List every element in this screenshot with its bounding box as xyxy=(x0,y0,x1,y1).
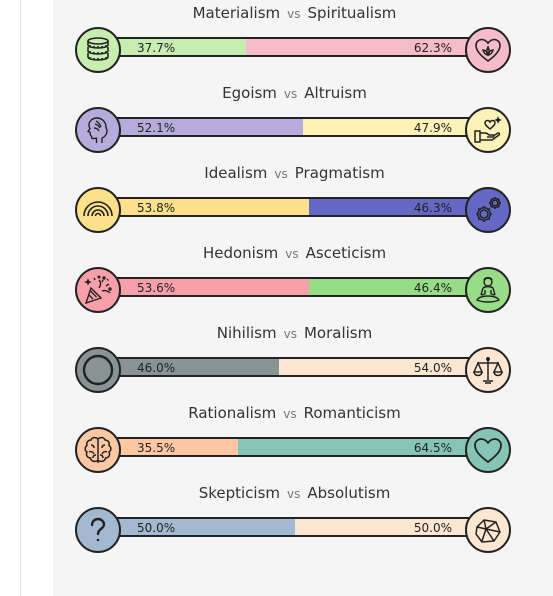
axis-title: Materialism vs Spiritualism xyxy=(53,4,536,22)
left-label: Nihilism xyxy=(216,324,277,342)
right-fill xyxy=(309,199,490,215)
helping-hand-icon xyxy=(465,107,511,153)
left-percent: 53.8% xyxy=(137,201,176,215)
right-fill xyxy=(302,119,490,135)
left-percent: 52.1% xyxy=(137,121,176,135)
balance-scale-icon xyxy=(465,347,511,393)
axis-title: Nihilism vs Moralism xyxy=(53,324,536,342)
left-fill xyxy=(99,39,247,55)
rainbow-icon xyxy=(75,187,121,233)
axis-title: Skepticism vs Absolutism xyxy=(53,484,536,502)
head-profile-icon xyxy=(75,107,121,153)
right-label: Romanticism xyxy=(303,404,401,422)
right-fill xyxy=(278,359,490,375)
axis-title: Hedonism vs Asceticism xyxy=(53,244,536,262)
score-bar xyxy=(97,437,492,457)
left-fill xyxy=(99,439,238,455)
left-label: Hedonism xyxy=(202,244,279,262)
right-percent: 47.9% xyxy=(413,121,452,135)
right-percent: 46.4% xyxy=(413,281,452,295)
right-fill xyxy=(308,279,490,295)
left-percent: 53.6% xyxy=(137,281,176,295)
right-fill xyxy=(237,439,490,455)
right-fill xyxy=(294,519,490,535)
gears-icon xyxy=(465,187,511,233)
right-label: Asceticism xyxy=(305,244,387,262)
axis-idealism-pragmatism: Idealism vs Pragmatism 53.8% 46.3% xyxy=(53,160,536,240)
right-percent: 54.0% xyxy=(413,361,452,375)
right-label: Absolutism xyxy=(307,484,391,502)
score-bar xyxy=(97,277,492,297)
left-label: Materialism xyxy=(192,4,281,22)
left-fill xyxy=(99,359,279,375)
right-label: Spiritualism xyxy=(307,4,397,22)
divider xyxy=(20,0,21,596)
right-percent: 62.3% xyxy=(413,41,452,55)
left-label: Idealism xyxy=(204,164,268,182)
crystal-icon xyxy=(465,507,511,553)
left-label: Rationalism xyxy=(188,404,277,422)
left-percent: 46.0% xyxy=(137,361,176,375)
left-percent: 35.5% xyxy=(137,441,176,455)
axis-nihilism-moralism: Nihilism vs Moralism 46.0% 54.0% xyxy=(53,320,536,400)
left-fill xyxy=(99,519,295,535)
right-percent: 50.0% xyxy=(413,521,452,535)
score-bar xyxy=(97,37,492,57)
axis-egoism-altruism: Egoism vs Altruism 52.1% 47.9% xyxy=(53,80,536,160)
left-fill xyxy=(99,199,310,215)
vs-label: vs xyxy=(287,7,301,21)
heart-lotus-icon xyxy=(465,27,511,73)
vs-label: vs xyxy=(283,87,298,101)
vs-label: vs xyxy=(283,407,297,421)
heart-icon xyxy=(465,427,511,473)
right-percent: 64.5% xyxy=(413,441,452,455)
left-percent: 37.7% xyxy=(137,41,176,55)
right-label: Moralism xyxy=(303,324,373,342)
vs-label: vs xyxy=(285,247,299,261)
vs-label: vs xyxy=(274,167,288,181)
empty-circle-icon xyxy=(75,347,121,393)
question-mark-icon xyxy=(75,507,121,553)
score-bar xyxy=(97,117,492,137)
axis-title: Egoism vs Altruism xyxy=(53,84,536,102)
party-popper-icon xyxy=(75,267,121,313)
left-label: Skepticism xyxy=(198,484,281,502)
axis-title: Idealism vs Pragmatism xyxy=(53,164,536,182)
axis-title: Rationalism vs Romanticism xyxy=(53,404,536,422)
meditation-icon xyxy=(465,267,511,313)
right-label: Altruism xyxy=(304,84,367,102)
right-label: Pragmatism xyxy=(294,164,385,182)
left-fill xyxy=(99,279,309,295)
axis-hedonism-asceticism: Hedonism vs Asceticism 53.6% 46.4% xyxy=(53,240,536,320)
score-bar xyxy=(97,357,492,377)
vs-label: vs xyxy=(283,327,297,341)
right-percent: 46.3% xyxy=(413,201,452,215)
axis-rationalism-romanticism: Rationalism vs Romanticism 35.5% 64.5% xyxy=(53,400,536,480)
right-fill xyxy=(246,39,490,55)
vs-label: vs xyxy=(287,487,301,501)
brain-icon xyxy=(75,427,121,473)
axis-materialism-spiritualism: Materialism vs Spiritualism 37.7% 62.3% xyxy=(53,0,536,80)
coins-icon xyxy=(75,27,121,73)
left-fill xyxy=(99,119,303,135)
left-percent: 50.0% xyxy=(137,521,176,535)
left-label: Egoism xyxy=(222,84,277,102)
axis-skepticism-absolutism: Skepticism vs Absolutism 50.0% 50.0% xyxy=(53,480,536,560)
score-bar xyxy=(97,517,492,537)
